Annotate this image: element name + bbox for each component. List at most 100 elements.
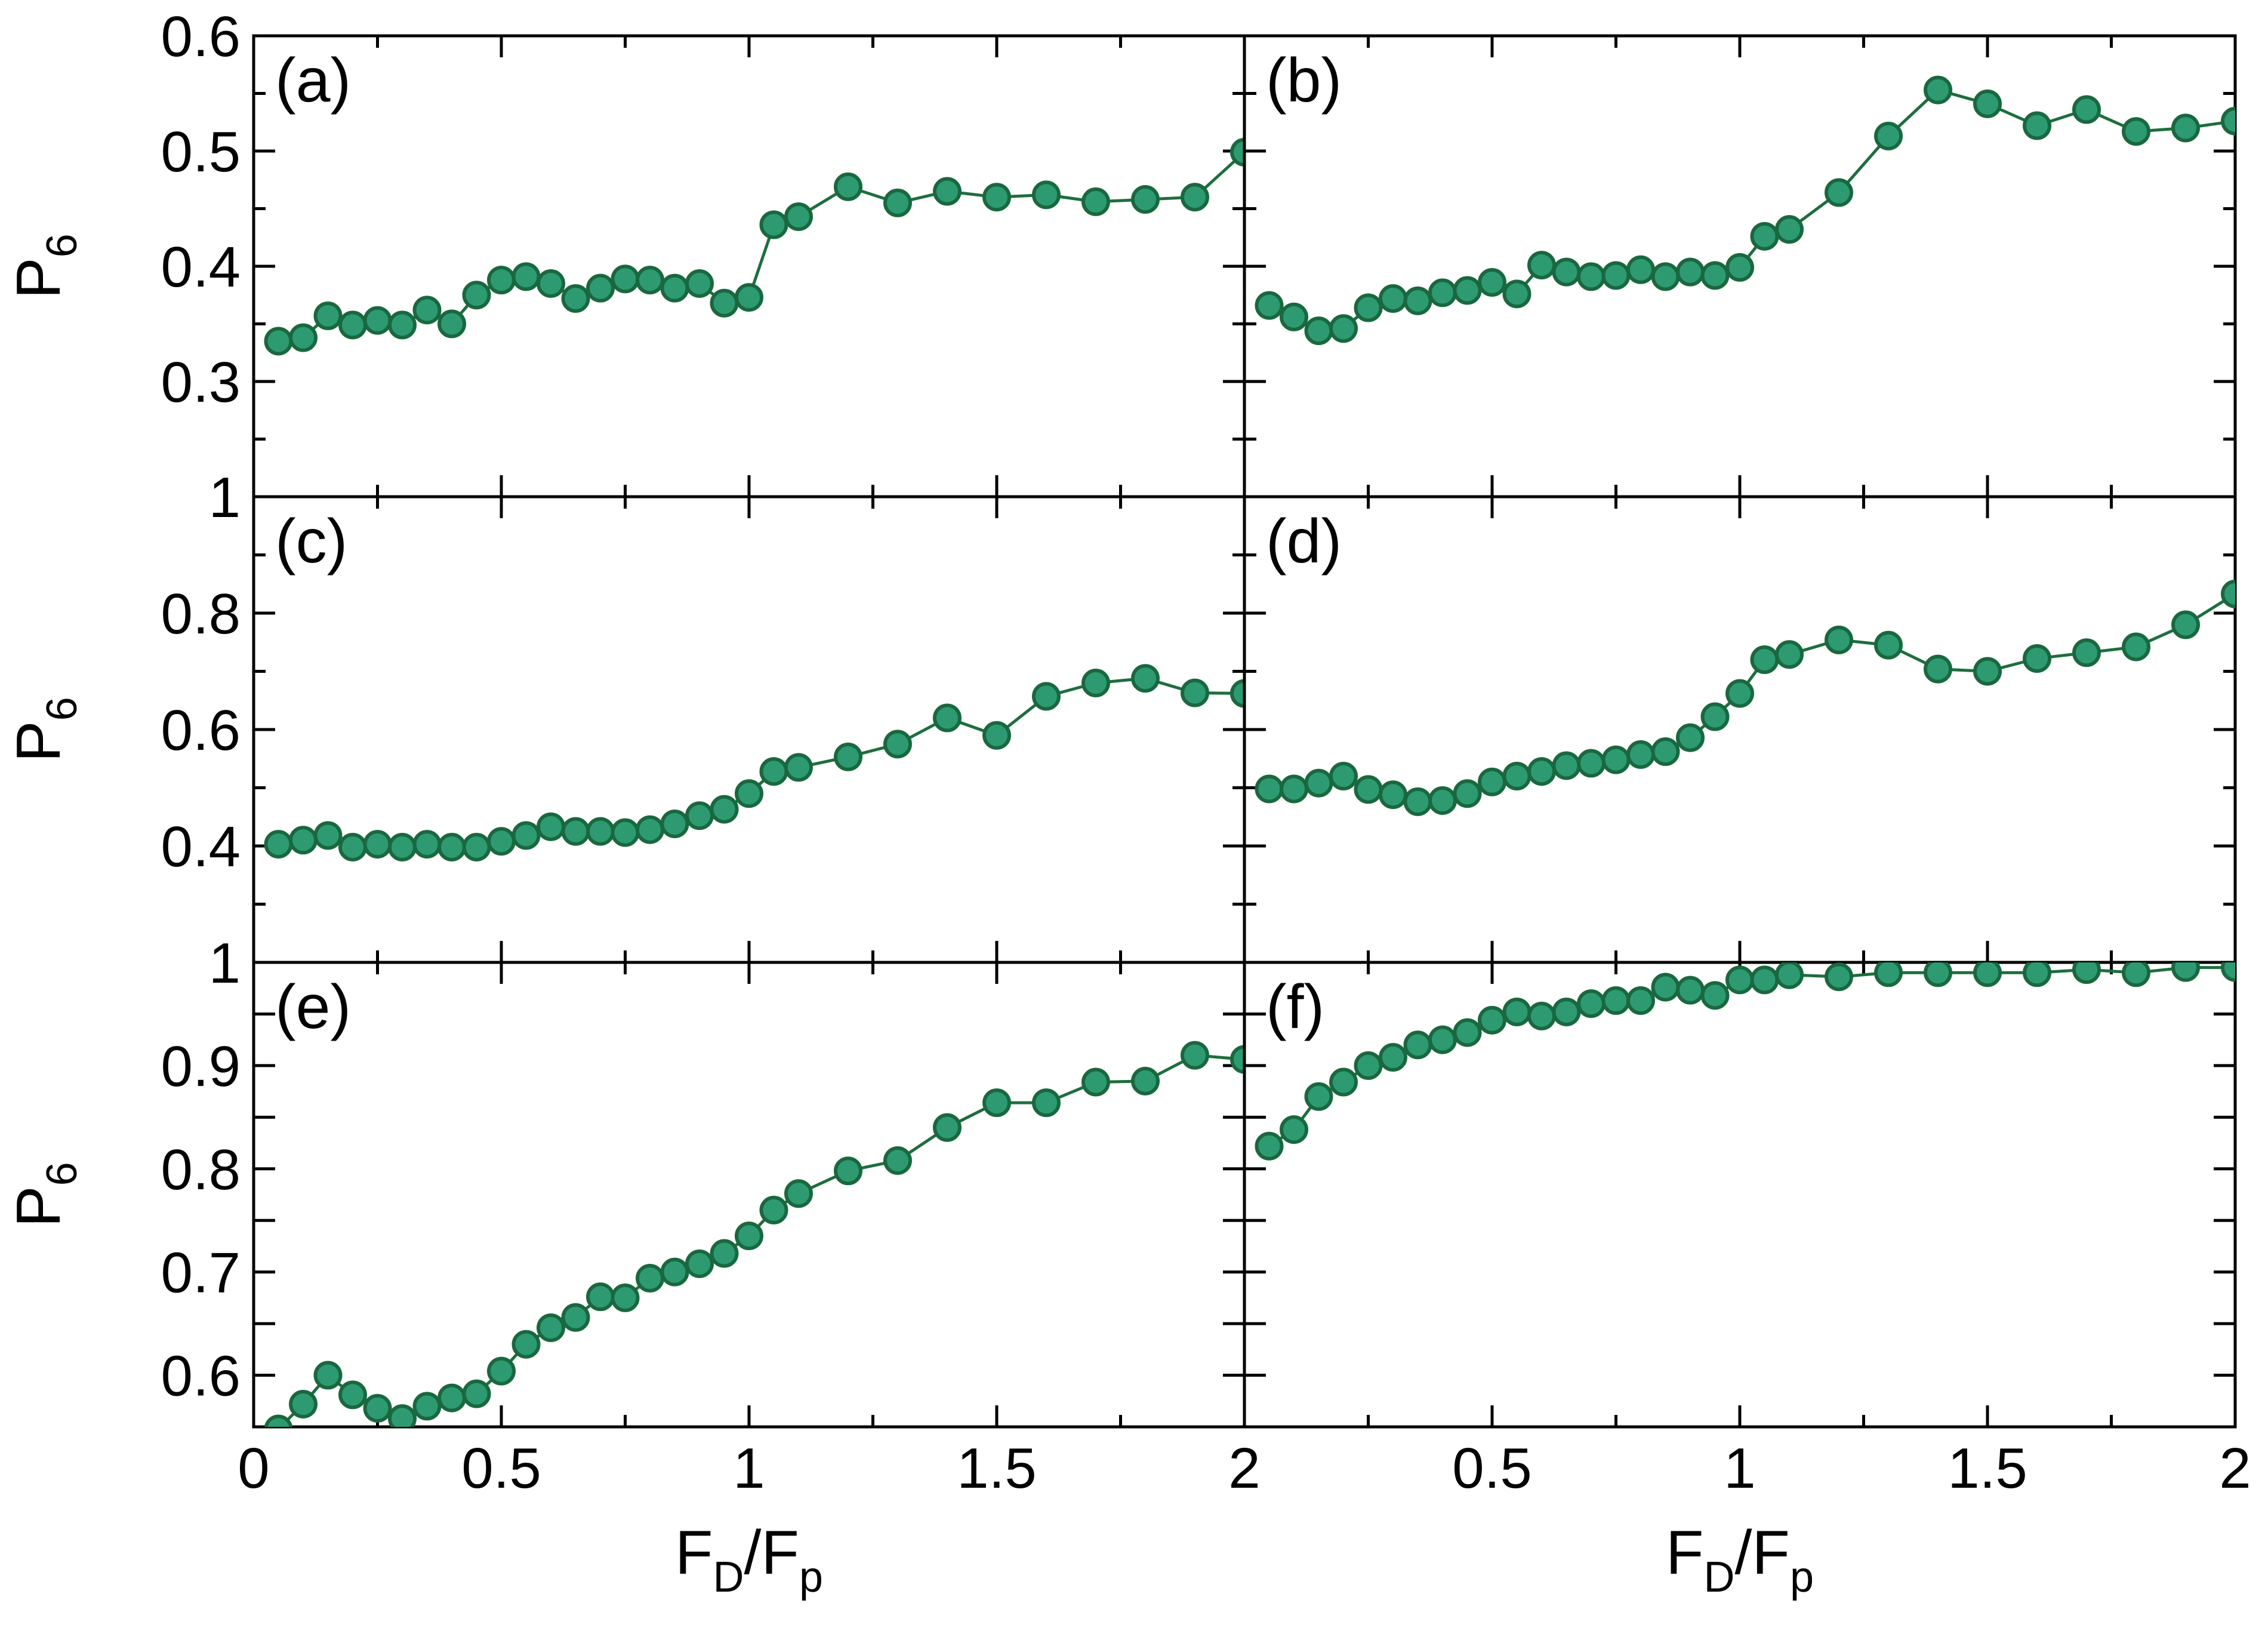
data-point bbox=[586, 1282, 615, 1312]
data-point bbox=[1651, 973, 1680, 1002]
data-point bbox=[537, 1313, 565, 1343]
data-point bbox=[487, 827, 516, 856]
data-point bbox=[784, 753, 813, 782]
data-point bbox=[1230, 137, 1244, 167]
data-point bbox=[2023, 962, 2051, 987]
data-point bbox=[1255, 1131, 1284, 1161]
data-point bbox=[2122, 632, 2150, 661]
data-point bbox=[685, 801, 714, 830]
y-axis-label: P6 bbox=[4, 1162, 86, 1227]
panel-frame bbox=[1243, 495, 2237, 964]
data-point bbox=[735, 779, 763, 808]
panel-f: (f) bbox=[1243, 961, 2237, 1429]
data-point bbox=[636, 815, 664, 844]
data-point bbox=[1181, 678, 1209, 707]
data-point bbox=[1081, 1067, 1110, 1097]
data-point bbox=[1255, 291, 1284, 320]
x-tick-label: 1.5 bbox=[1947, 1436, 2027, 1500]
data-point bbox=[784, 1179, 813, 1208]
data-point bbox=[2221, 579, 2235, 608]
data-point bbox=[1354, 293, 1383, 322]
data-point bbox=[1527, 1001, 1556, 1030]
data-point bbox=[1280, 1115, 1308, 1144]
data-point bbox=[462, 832, 491, 861]
data-point bbox=[537, 812, 565, 841]
data-point bbox=[1973, 962, 2002, 987]
data-point bbox=[2023, 111, 2051, 140]
x-axis-layer: 0 0.5 1 1.5 22 0.5 1 1.5 2FD/Fp FD/Fp bbox=[238, 1436, 2251, 1601]
y-tick-label: 0.4 bbox=[161, 815, 241, 879]
data-point bbox=[2122, 117, 2150, 146]
data-point bbox=[1354, 1051, 1383, 1080]
data-point bbox=[1502, 997, 1531, 1026]
x-tick-label: 0.5 bbox=[461, 1436, 541, 1500]
data-point bbox=[586, 273, 615, 303]
data-point bbox=[289, 826, 318, 855]
data-point bbox=[1502, 762, 1531, 790]
data-point bbox=[1601, 986, 1631, 1015]
data-point bbox=[363, 306, 392, 335]
data-point bbox=[462, 281, 491, 310]
y-axis-label: P6 bbox=[4, 233, 86, 299]
data-point bbox=[1403, 787, 1432, 816]
data-point bbox=[883, 1146, 912, 1175]
data-point bbox=[537, 269, 565, 298]
data-point bbox=[2072, 638, 2101, 667]
x-tick-label: 0.5 bbox=[1452, 1436, 1531, 1500]
data-point bbox=[1502, 279, 1531, 309]
x-tick-label: 2 bbox=[1228, 1436, 1260, 1500]
data-point bbox=[735, 1221, 763, 1251]
data-point bbox=[1230, 679, 1244, 708]
y-tick-label: 0.6 bbox=[161, 5, 241, 69]
data-point bbox=[1626, 986, 1655, 1015]
data-point bbox=[462, 1379, 491, 1408]
panel-frame bbox=[252, 34, 1246, 499]
data-point bbox=[388, 310, 417, 340]
data-point bbox=[1924, 75, 1952, 104]
panel-frame bbox=[1243, 961, 2237, 1429]
y-tick-label: 0.7 bbox=[161, 1241, 241, 1305]
x-tick-label: 0 bbox=[238, 1436, 269, 1500]
data-point bbox=[487, 266, 516, 295]
data-point bbox=[1552, 751, 1581, 780]
data-point bbox=[1032, 1088, 1061, 1118]
data-point bbox=[511, 262, 541, 291]
data-point bbox=[2171, 962, 2200, 982]
data-point bbox=[660, 1257, 689, 1287]
panel-label: (d) bbox=[1266, 507, 1342, 576]
data-point bbox=[1181, 1041, 1209, 1070]
data-point bbox=[1329, 762, 1358, 790]
data-point bbox=[1379, 284, 1407, 313]
data-point bbox=[1032, 180, 1061, 210]
data-point bbox=[313, 821, 343, 850]
data-point bbox=[1725, 679, 1754, 708]
data-point bbox=[1874, 121, 1903, 150]
data-point bbox=[1379, 1043, 1407, 1072]
data-point bbox=[289, 1389, 318, 1418]
panel-label: (c) bbox=[275, 507, 347, 576]
x-axis-label: FD/Fp bbox=[1666, 1518, 1814, 1601]
data-point bbox=[2023, 644, 2051, 673]
data-point bbox=[1131, 185, 1160, 214]
data-point bbox=[834, 172, 862, 201]
data-point bbox=[1651, 737, 1680, 767]
data-point bbox=[1626, 255, 1655, 284]
data-point bbox=[1775, 962, 1804, 989]
data-point bbox=[1874, 962, 1903, 987]
data-point bbox=[1700, 261, 1730, 290]
data-point bbox=[883, 730, 912, 759]
y-tick-label: 0.8 bbox=[161, 1138, 241, 1202]
data-point bbox=[1577, 749, 1606, 778]
data-point bbox=[1750, 645, 1779, 674]
y-tick-label: 0.4 bbox=[161, 235, 241, 299]
data-point bbox=[1700, 981, 1730, 1010]
data-point bbox=[710, 288, 739, 318]
data-point bbox=[412, 296, 442, 325]
data-point bbox=[2221, 106, 2235, 136]
data-point bbox=[1354, 775, 1383, 804]
data-point bbox=[1304, 1082, 1333, 1111]
data-point bbox=[1874, 630, 1903, 660]
data-point bbox=[1453, 1018, 1482, 1047]
panel-label: (f) bbox=[1266, 973, 1324, 1042]
